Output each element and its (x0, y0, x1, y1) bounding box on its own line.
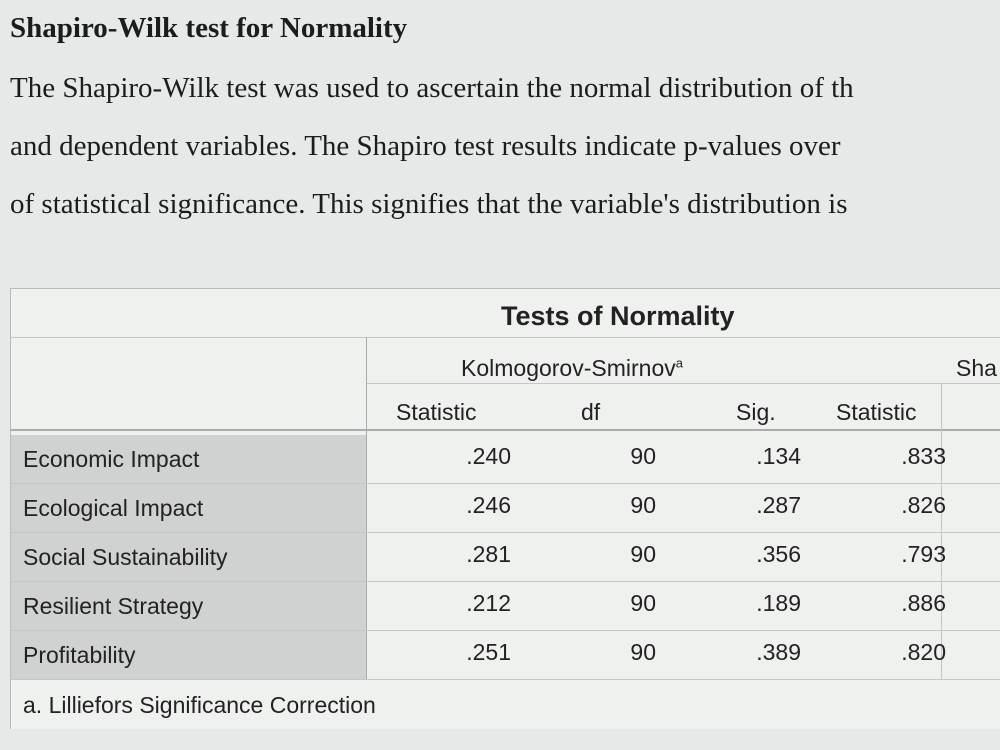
row-label: Social Sustainability (23, 544, 228, 570)
table-cell: 90 (630, 443, 656, 469)
table-cell: .389 (756, 639, 801, 665)
table-cell: .287 (756, 492, 801, 518)
rule (11, 679, 1000, 680)
paragraph-line: The Shapiro-Wilk test was used to ascert… (10, 72, 854, 104)
rule (11, 630, 1000, 631)
group-name: Kolmogorov-Smirnov (461, 355, 676, 381)
row-label: Profitability (23, 642, 136, 668)
rule (11, 483, 1000, 484)
group-note: a (675, 355, 683, 371)
paragraph-line: of statistical significance. This signif… (10, 188, 848, 220)
footnote: a. Lilliefors Significance Correction (23, 692, 376, 718)
rule (11, 337, 1000, 338)
table-cell: .820 (901, 639, 946, 665)
table-cell: .240 (466, 443, 511, 469)
row-label: Ecological Impact (23, 495, 204, 521)
table-cell: .251 (466, 639, 511, 665)
rule (941, 383, 942, 680)
table-cell: .281 (466, 541, 511, 567)
table-cell: 90 (630, 492, 656, 518)
label-column (11, 435, 366, 680)
row-label: Economic Impact (23, 446, 200, 472)
table-cell: .212 (466, 590, 511, 616)
group-header: Kolmogorov-Smirnova (461, 355, 683, 382)
group-header: Sha (956, 355, 997, 381)
table-cell: .246 (466, 492, 511, 518)
table-cell: .826 (901, 492, 946, 518)
table-cell: 90 (630, 639, 656, 665)
table-cell: .134 (756, 443, 801, 469)
column-header: Statistic (836, 399, 917, 425)
table-cell: 90 (630, 590, 656, 616)
rule (11, 532, 1000, 533)
table-cell: .833 (901, 443, 946, 469)
rule (366, 337, 367, 680)
column-header: df (581, 399, 601, 425)
table-cell: 90 (630, 541, 656, 567)
rule (366, 383, 1000, 384)
table-cell: .886 (901, 590, 946, 616)
rule (11, 581, 1000, 582)
column-header: Statistic (396, 399, 477, 425)
rule (11, 429, 1000, 431)
column-header: Sig. (736, 399, 776, 425)
table-cell: .793 (901, 541, 946, 567)
table: Tests of Normality Kolmogorov-Smirnova S… (10, 288, 1000, 729)
heading: Shapiro-Wilk test for Normality (10, 12, 408, 44)
paragraph-line: and dependent variables. The Shapiro tes… (10, 130, 841, 162)
table-cell: .189 (756, 590, 801, 616)
table-title: Tests of Normality (501, 301, 735, 331)
table-cell: .356 (756, 541, 801, 567)
row-label: Resilient Strategy (23, 593, 204, 619)
